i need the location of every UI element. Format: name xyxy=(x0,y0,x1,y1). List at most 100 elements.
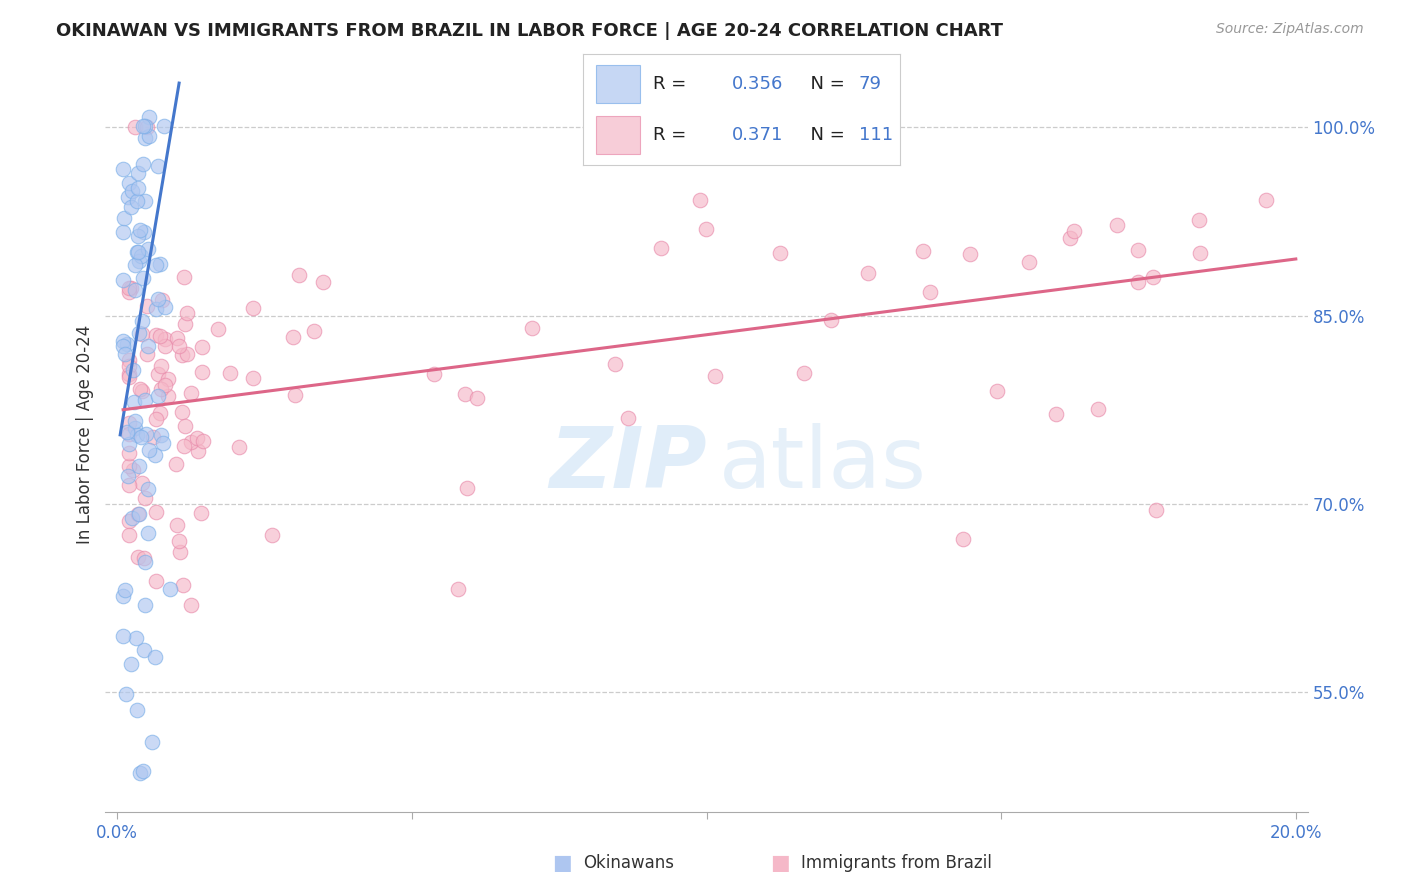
Point xyxy=(219,366,242,380)
Point xyxy=(118,445,141,459)
Point xyxy=(121,511,143,525)
Point xyxy=(132,271,155,285)
Bar xyxy=(596,65,641,103)
Point xyxy=(121,184,143,198)
Point xyxy=(288,268,311,282)
Bar xyxy=(596,116,641,154)
Point xyxy=(447,582,470,596)
Point xyxy=(148,159,170,173)
Point xyxy=(122,463,145,477)
Point xyxy=(134,598,156,612)
Point xyxy=(820,313,842,327)
Point xyxy=(858,266,880,280)
Point xyxy=(454,387,477,401)
Point xyxy=(1063,224,1085,238)
Text: R =: R = xyxy=(652,75,692,93)
Point xyxy=(132,643,155,657)
Point xyxy=(174,419,197,434)
Point xyxy=(170,348,193,362)
Point xyxy=(120,200,142,214)
Point xyxy=(156,389,179,403)
Point xyxy=(132,225,155,239)
Point xyxy=(128,382,150,396)
Point xyxy=(1087,402,1109,417)
Point xyxy=(520,320,543,334)
Point xyxy=(124,421,146,435)
Point xyxy=(150,382,173,396)
Point xyxy=(132,764,155,778)
Point xyxy=(190,506,212,520)
Point xyxy=(118,527,141,541)
Point xyxy=(1107,219,1129,233)
Point xyxy=(260,528,283,542)
Point xyxy=(132,157,155,171)
Point xyxy=(1254,194,1277,208)
Point xyxy=(142,429,165,443)
Point xyxy=(118,285,141,300)
Text: Okinawans: Okinawans xyxy=(583,855,675,872)
Point xyxy=(115,337,138,351)
Point xyxy=(131,326,153,341)
Point xyxy=(134,551,156,566)
Point xyxy=(155,338,177,352)
Point xyxy=(1144,503,1167,517)
Point xyxy=(143,448,166,462)
Point xyxy=(952,533,974,547)
Point xyxy=(127,244,149,259)
Point xyxy=(120,281,142,295)
Point xyxy=(180,598,202,612)
Point xyxy=(134,555,156,569)
Point xyxy=(131,384,153,398)
Point xyxy=(769,245,792,260)
Point xyxy=(112,334,135,348)
Point xyxy=(695,222,717,236)
Point xyxy=(1018,254,1040,268)
Point xyxy=(650,241,672,255)
Point xyxy=(465,391,488,405)
Point xyxy=(159,582,181,596)
Point xyxy=(118,436,141,450)
Point xyxy=(170,405,193,419)
Point xyxy=(136,525,159,540)
Text: ■: ■ xyxy=(553,854,572,873)
Point xyxy=(143,649,166,664)
Point xyxy=(129,430,152,444)
Point xyxy=(146,367,169,381)
Point xyxy=(120,657,142,671)
Point xyxy=(112,273,135,287)
Point xyxy=(118,427,141,442)
Point xyxy=(155,332,177,346)
Point xyxy=(131,476,153,491)
Point xyxy=(165,458,187,472)
Point xyxy=(112,589,135,603)
Text: N =: N = xyxy=(799,126,851,144)
Text: 111: 111 xyxy=(859,126,893,144)
Point xyxy=(190,365,212,379)
Point xyxy=(153,300,176,314)
Point xyxy=(136,483,159,497)
Point xyxy=(176,347,198,361)
Point xyxy=(118,281,141,295)
Point xyxy=(118,352,141,367)
Point xyxy=(127,550,149,565)
Point xyxy=(207,322,229,336)
Point xyxy=(148,328,170,343)
Point xyxy=(145,505,167,519)
Point xyxy=(132,119,155,133)
Point xyxy=(128,326,150,340)
Point xyxy=(150,427,173,442)
Text: ZIP: ZIP xyxy=(548,424,707,507)
Point xyxy=(128,253,150,268)
Point xyxy=(148,405,170,419)
Point xyxy=(117,189,139,203)
Point xyxy=(169,545,191,559)
Point xyxy=(127,229,149,244)
Point xyxy=(172,578,194,592)
Point xyxy=(112,339,135,353)
Point xyxy=(127,507,149,521)
Point xyxy=(1059,230,1081,244)
Point xyxy=(127,194,149,209)
Point xyxy=(918,285,941,300)
Point xyxy=(118,477,141,491)
Point xyxy=(166,518,188,533)
